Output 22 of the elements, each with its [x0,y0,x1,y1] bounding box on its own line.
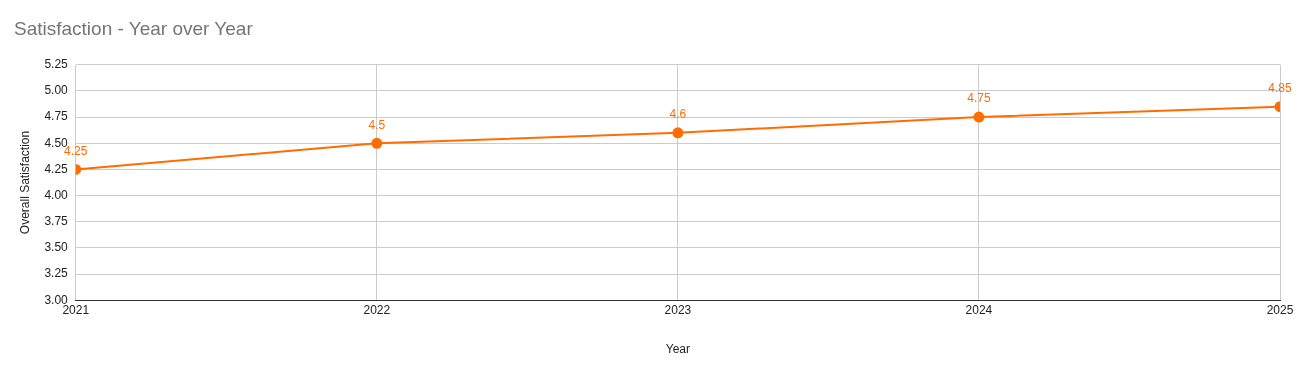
y-axis-title: Overall Satisfaction [17,130,32,235]
y-tick-label: 3.75 [44,214,69,229]
y-tick-label: 5.00 [44,83,69,98]
y-tick-label: 4.00 [44,187,69,202]
data-label: 4.85 [1268,80,1292,95]
x-tick-label: 2023 [664,302,692,317]
y-tick-label: 3.50 [44,240,69,255]
data-label: 4.6 [669,107,687,122]
point [371,137,383,149]
x-axis-title: Year [665,342,690,357]
data-label: 4.75 [967,91,991,106]
y-tick-label: 4.25 [44,161,69,176]
x-tick-label: 2022 [363,302,391,317]
y-tick-label: 5.25 [44,57,69,72]
point [672,127,684,139]
point [973,111,985,123]
data-label: 4.5 [368,117,386,132]
y-tick-label: 3.25 [44,266,69,281]
x-tick-label: 2025 [1266,302,1294,317]
x-tick-label: 2024 [965,302,993,317]
chart-title: Satisfaction - Year over Year [14,17,254,39]
y-tick-label: 4.75 [44,109,69,124]
